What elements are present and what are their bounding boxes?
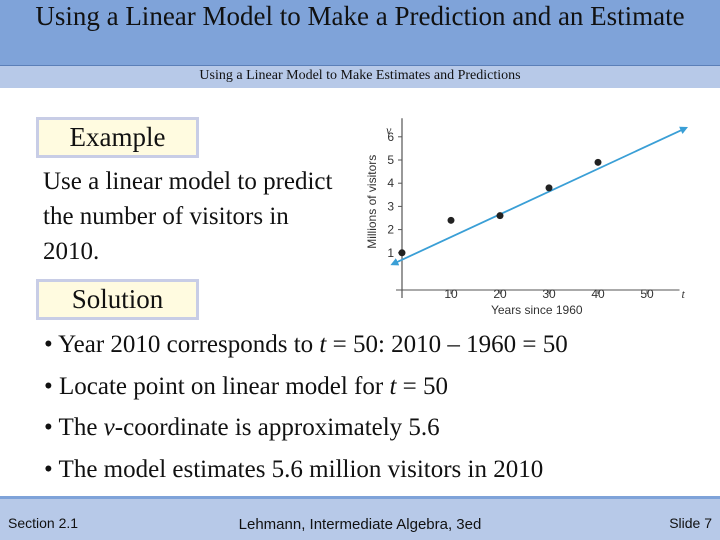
bullet-item: • Year 2010 corresponds to t = 50: 2010 …	[44, 331, 568, 358]
x-axis-label: Years since 1960	[491, 303, 583, 317]
y-axis-label: Millions of visitors	[365, 155, 379, 249]
chart-model-line	[390, 126, 689, 266]
data-point	[447, 216, 455, 224]
y-tick-label: 3	[387, 199, 394, 213]
example-label: Example	[36, 117, 199, 158]
y-tick-label: 2	[387, 223, 394, 237]
x-axis-variable: t	[682, 287, 686, 301]
x-tick-label: 30	[542, 287, 556, 301]
data-point	[398, 249, 406, 257]
footer-book: Lehmann, Intermediate Algebra, 3ed	[238, 516, 482, 533]
title-bar	[0, 0, 720, 66]
bullet-item: • The model estimates 5.6 million visito…	[44, 455, 544, 483]
bullet-item: • The v-coordinate is approximately 5.6	[44, 414, 440, 441]
solution-label: Solution	[36, 279, 199, 320]
y-tick-label: 4	[387, 176, 394, 190]
slide-title: Using a Linear Model to Make a Predictio…	[35, 1, 685, 31]
y-axis-variable: v	[386, 123, 392, 137]
footer-slide-number: Slide 7	[669, 515, 712, 531]
chart-labels: v t Millions of visitors Years since 1960	[365, 123, 686, 317]
data-point	[594, 158, 602, 166]
footer-bar	[0, 496, 720, 540]
x-tick-label: 40	[591, 287, 605, 301]
subtitle-bar	[0, 66, 720, 88]
solution-bullets: • Year 2010 corresponds to t = 50: 2010 …	[44, 324, 714, 490]
data-point	[545, 184, 553, 192]
y-tick-label: 1	[387, 246, 394, 260]
x-tick-label: 50	[640, 287, 654, 301]
example-prompt: Use a linear model to predict the number…	[43, 168, 333, 265]
footer-section: Section 2.1	[8, 515, 79, 531]
y-tick-label: 5	[387, 153, 394, 167]
data-point	[496, 212, 504, 220]
slide-subtitle: Using a Linear Model to Make Estimates a…	[199, 68, 521, 83]
x-tick-label: 20	[493, 287, 507, 301]
x-tick-label: 10	[444, 287, 458, 301]
chart-points	[398, 158, 602, 257]
chart-axes	[396, 118, 680, 298]
bullet-item: • Locate point on linear model for t = 5…	[44, 372, 449, 400]
model-line	[390, 126, 689, 266]
